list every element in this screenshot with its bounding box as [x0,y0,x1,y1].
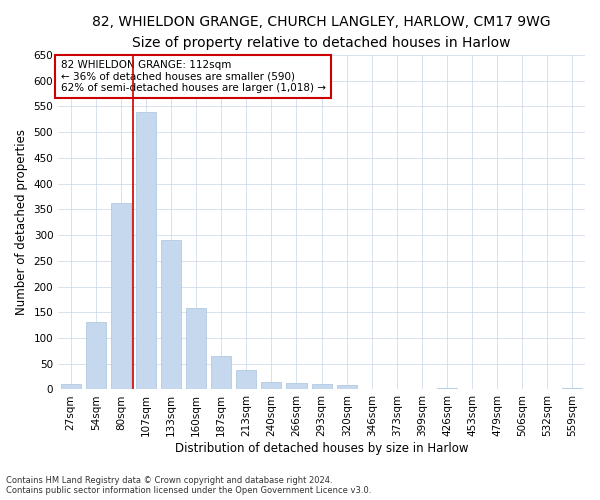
X-axis label: Distribution of detached houses by size in Harlow: Distribution of detached houses by size … [175,442,469,455]
Text: Contains HM Land Registry data © Crown copyright and database right 2024.
Contai: Contains HM Land Registry data © Crown c… [6,476,371,495]
Bar [186,308,206,390]
Bar [311,384,332,390]
Bar [236,370,256,390]
Bar [136,112,156,390]
Bar [86,322,106,390]
Y-axis label: Number of detached properties: Number of detached properties [15,129,28,315]
Bar [562,388,583,390]
Bar [286,383,307,390]
Bar [161,240,181,390]
Bar [437,388,457,390]
Text: 82 WHIELDON GRANGE: 112sqm
← 36% of detached houses are smaller (590)
62% of sem: 82 WHIELDON GRANGE: 112sqm ← 36% of deta… [61,60,326,94]
Bar [211,356,231,390]
Bar [337,386,357,390]
Bar [61,384,81,390]
Bar [262,382,281,390]
Bar [111,203,131,390]
Title: 82, WHIELDON GRANGE, CHURCH LANGLEY, HARLOW, CM17 9WG
Size of property relative : 82, WHIELDON GRANGE, CHURCH LANGLEY, HAR… [92,15,551,50]
